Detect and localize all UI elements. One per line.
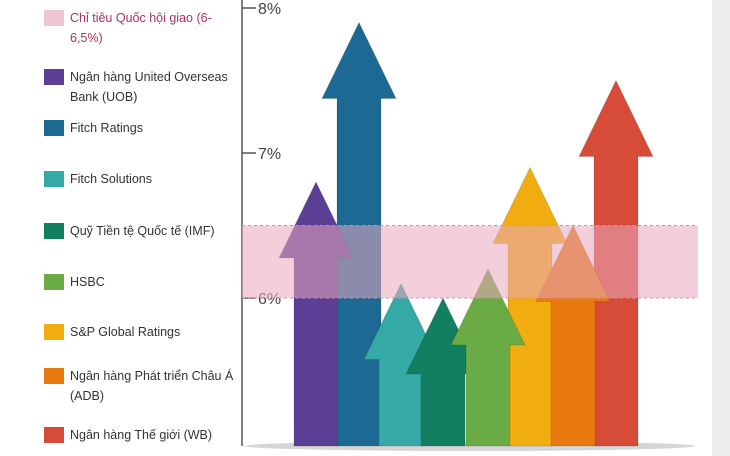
legend-item-imf: Quỹ Tiền tệ Quốc tế (IMF) [44,221,244,241]
legend-label: Fitch Solutions [70,172,152,186]
legend-label: S&P Global Ratings [70,325,181,339]
legend-item-sp-global: S&P Global Ratings [44,322,244,342]
legend-label: Fitch Ratings [70,121,143,135]
legend-swatch [44,69,64,85]
legend-swatch [44,427,64,443]
legend-item-adb: Ngân hàng Phát triển Châu Á (ADB) [44,366,244,406]
legend-item-fitch-solutions: Fitch Solutions [44,169,244,189]
legend-label: Chỉ tiêu Quốc hội giao (6-6,5%) [70,11,212,45]
legend-item-fitch-ratings: Fitch Ratings [44,118,244,138]
legend-item-uob: Ngân hàng United Overseas Bank (UOB) [44,67,244,107]
legend-swatch [44,223,64,239]
target-band [242,225,698,298]
y-tick-label: 7% [258,146,281,163]
legend-item-wb: Ngân hàng Thế giới (WB) [44,425,244,445]
legend-label: Ngân hàng Thế giới (WB) [70,428,213,442]
legend-swatch [44,324,64,340]
page-side-strip [712,0,730,456]
legend-swatch [44,10,64,26]
legend-swatch [44,171,64,187]
forecast-arrow [450,267,526,447]
legend-swatch [44,274,64,290]
legend-label: Quỹ Tiền tệ Quốc tế (IMF) [70,224,215,238]
y-tick-label: 8% [258,1,281,18]
legend-swatch [44,120,64,136]
legend-label: Ngân hàng United Overseas Bank (UOB) [70,70,228,104]
legend-item-hsbc: HSBC [44,272,244,292]
chart-legend: Chỉ tiêu Quốc hội giao (6-6,5%) Ngân hàn… [44,0,244,456]
legend-item-target-band: Chỉ tiêu Quốc hội giao (6-6,5%) [44,8,244,48]
legend-label: HSBC [70,275,105,289]
legend-swatch [44,368,64,384]
legend-label: Ngân hàng Phát triển Châu Á (ADB) [70,369,234,403]
